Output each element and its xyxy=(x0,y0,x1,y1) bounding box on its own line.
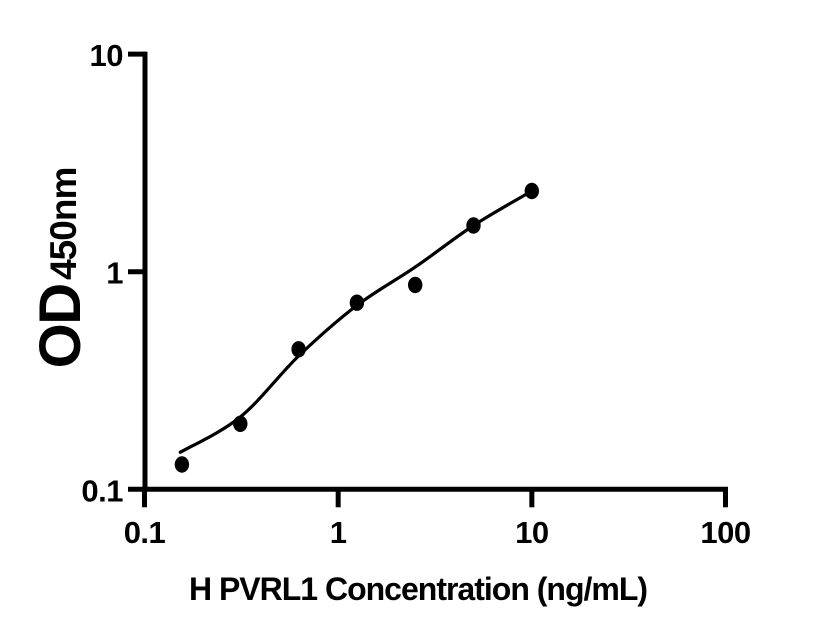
data-point xyxy=(233,415,248,432)
x-tick-label: 0.1 xyxy=(124,515,166,550)
y-tick-label: 0.1 xyxy=(81,473,123,508)
data-point xyxy=(349,294,365,311)
y-axis-title: OD 450nm xyxy=(28,168,93,369)
axis-ticks xyxy=(128,51,729,508)
x-axis-title: H PVRL1 Concentration (ng/mL) xyxy=(189,571,647,607)
y-tick-label: 1 xyxy=(106,256,123,291)
data-point xyxy=(524,182,539,200)
data-point xyxy=(291,341,306,358)
x-tick-label: 1 xyxy=(330,515,347,550)
data-point xyxy=(408,276,423,294)
data-point xyxy=(466,217,481,234)
x-tick-label: 100 xyxy=(700,515,750,550)
data-points xyxy=(174,182,539,473)
x-tick-labels: 0.1 1 10 100 xyxy=(124,515,751,550)
y-tick-label: 10 xyxy=(90,38,123,73)
y-tick-labels: 10 1 0.1 xyxy=(81,38,123,508)
data-point xyxy=(174,456,190,473)
y-axis-title-sub: 450nm xyxy=(43,168,84,280)
y-axis-title-main: OD xyxy=(28,284,93,368)
x-tick-label: 10 xyxy=(515,515,548,550)
